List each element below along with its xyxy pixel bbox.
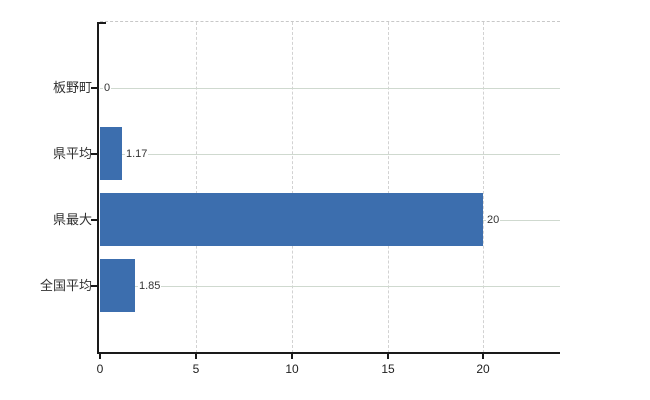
gridline-horizontal [100,88,560,89]
category-label: 全国平均 [39,278,92,293]
y-axis-line [97,22,99,354]
y-axis-tick [91,219,97,221]
y-axis-tick [91,285,97,287]
y-axis-tick [91,87,97,89]
x-axis-line [97,352,560,354]
value-label: 0 [103,81,112,95]
value-label: 1.85 [138,279,162,293]
gridline-horizontal [100,154,560,155]
category-label: 板野町 [52,80,92,95]
bar [100,193,483,246]
x-tick-label: 0 [96,362,104,376]
y-axis-tick [91,153,97,155]
gridline-vertical [483,22,484,353]
category-label: 県平均 [52,146,92,161]
gridline-vertical [292,22,293,353]
gridline-vertical [196,22,197,353]
bar [100,127,122,180]
x-tick-label: 5 [192,362,200,376]
category-label: 県最大 [52,212,92,227]
x-axis-tick [482,354,484,359]
x-tick-label: 20 [476,362,490,376]
bar [100,259,135,312]
x-tick-label: 10 [285,362,299,376]
gridline-vertical [388,22,389,353]
x-axis-tick [99,354,101,359]
value-label: 20 [486,213,501,227]
gridline-horizontal [100,286,560,287]
x-tick-label: 15 [381,362,395,376]
x-axis-tick [291,354,293,359]
value-label: 1.17 [125,147,149,161]
plot-top-border [100,21,560,22]
x-axis-tick [387,354,389,359]
y-axis-top-cap [97,22,106,24]
x-axis-tick [195,354,197,359]
